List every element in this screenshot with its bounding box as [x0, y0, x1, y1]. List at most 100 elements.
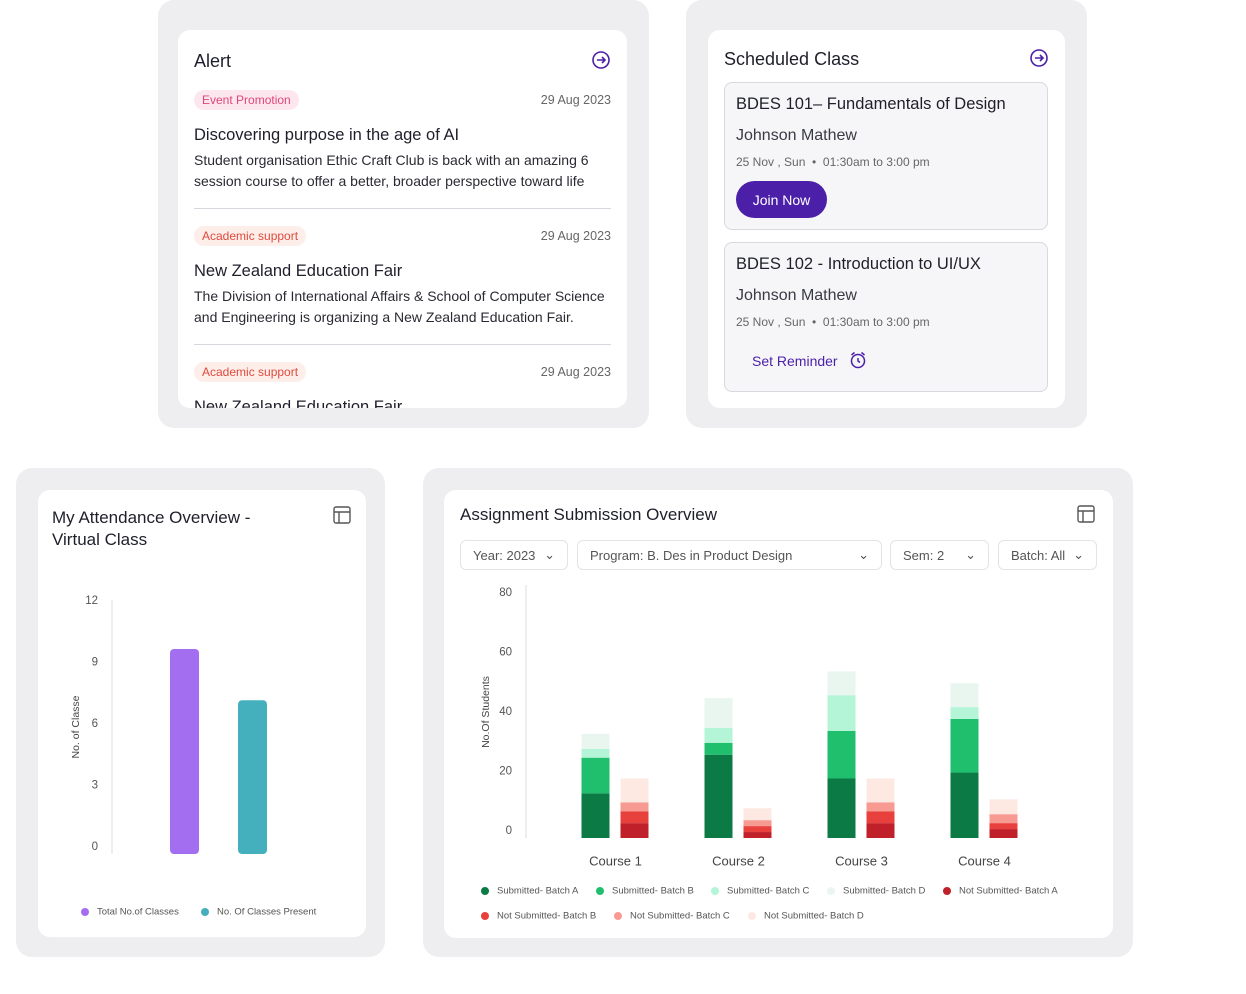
alert-item[interactable]: Academic support 29 Aug 2023 New Zealand … — [194, 362, 611, 408]
bar-segment — [950, 683, 979, 708]
y-tick-label: 6 — [92, 718, 98, 730]
legend-label: Submitted- Batch B — [612, 886, 694, 897]
bar-segment — [704, 698, 733, 728]
y-tick-label: 40 — [499, 706, 512, 718]
assignment-title: Assignment Submission Overview — [460, 505, 717, 524]
bar-segment — [704, 727, 733, 743]
chevron: ⌄ — [1073, 547, 1084, 562]
class-hours: 01:30am to 3:00 pm — [822, 315, 930, 329]
class-day: 25 Nov , Sun — [736, 315, 806, 329]
y-tick-label: 0 — [92, 841, 98, 853]
class-day: 25 Nov , Sun — [736, 155, 806, 169]
y-tick-label: 0 — [506, 825, 512, 837]
alert-item[interactable]: Academic support 29 Aug 2023 New Zealand … — [194, 226, 611, 345]
legend-label: Not Submitted- Batch C — [630, 911, 730, 922]
alarm-icon[interactable] — [849, 351, 867, 369]
alert-tag: Event Promotion — [194, 90, 299, 110]
bar-segment — [704, 742, 733, 755]
legend-label: Total No.of Classes — [97, 907, 179, 918]
schedule-card: Scheduled Class BDES 101– Fundamentals o… — [708, 30, 1065, 408]
legend-marker — [943, 887, 951, 895]
bar-segment — [581, 733, 610, 749]
y-tick-label: 80 — [499, 587, 512, 599]
bar-segment — [743, 820, 772, 827]
bar-segment — [950, 707, 979, 719]
filter-select[interactable]: Year: 2023 ⌄ — [460, 540, 568, 570]
alert-item-title: New Zealand Education Fair — [194, 398, 403, 408]
legend-marker — [81, 908, 89, 916]
alert-date: 29 Aug 2023 — [540, 93, 611, 107]
bar-segment — [704, 754, 733, 838]
class-instructor: Johnson Mathew — [736, 127, 857, 144]
table-icon[interactable] — [1077, 505, 1095, 523]
class-hours: 01:30am to 3:00 pm — [822, 155, 930, 169]
bar-segment — [866, 802, 895, 812]
legend-marker — [481, 912, 489, 920]
bar-segment — [620, 811, 649, 824]
alert-item[interactable]: Event Promotion 29 Aug 2023 Discovering p… — [194, 90, 611, 209]
legend-marker — [711, 887, 719, 895]
x-tick-label: Course 4 — [958, 853, 1011, 868]
bar-segment — [866, 823, 895, 838]
bar-segment — [581, 748, 610, 758]
alert-item-title: Discovering purpose in the age of AI — [194, 126, 460, 144]
alert-date: 29 Aug 2023 — [540, 229, 611, 243]
y-axis-label: No.Of Students — [480, 676, 492, 748]
y-tick-label: 12 — [85, 595, 98, 607]
class-card: BDES 102 - Introduction to UI/UX Johnson… — [724, 242, 1048, 392]
legend-marker — [201, 908, 209, 916]
bar-segment — [866, 811, 895, 824]
filter-select[interactable]: Batch: All ⌄ — [998, 540, 1097, 570]
legend-marker — [748, 912, 756, 920]
class-name: BDES 101– Fundamentals of Design — [736, 95, 1006, 113]
bar-segment — [827, 695, 856, 731]
legend-marker — [614, 912, 622, 920]
alert-title: Alert — [194, 51, 232, 71]
alert-item-title: New Zealand Education Fair — [194, 262, 403, 280]
alert-tag: Academic support — [194, 226, 307, 246]
alert-item-body: Student organisation Ethic Craft Club is… — [194, 152, 589, 189]
filter-text: Batch: All — [1011, 547, 1066, 563]
attendance-title: My Attendance Overview - Virtual Class — [52, 508, 251, 549]
legend-label: No. Of Classes Present — [217, 907, 317, 918]
attendance-card: My Attendance Overview - Virtual Class — [38, 490, 366, 937]
chevron: ⌄ — [965, 547, 976, 562]
legend-marker — [596, 887, 604, 895]
legend-label: Not Submitted- Batch A — [959, 886, 1058, 897]
alert-item-body: The Division of International Affairs & … — [194, 288, 605, 325]
filter-select[interactable]: Sem: 2 ⌄ — [890, 540, 989, 570]
open-icon[interactable] — [1030, 49, 1048, 67]
bar-segment — [743, 832, 772, 838]
class-card: BDES 101– Fundamentals of Design Johnson… — [724, 82, 1048, 230]
legend-label: Not Submitted- Batch D — [764, 911, 864, 922]
bar-segment — [581, 757, 610, 794]
alert-date: 29 Aug 2023 — [540, 365, 611, 379]
y-axis-label: No. of Classe — [70, 695, 82, 758]
bar-segment — [620, 802, 649, 812]
open-icon[interactable] — [592, 51, 610, 69]
reminder-button[interactable]: Set Reminder — [752, 353, 838, 369]
bar-segment — [950, 772, 979, 838]
bar — [238, 700, 267, 854]
schedule-title: Scheduled Class — [724, 49, 860, 69]
legend-label: Submitted- Batch C — [727, 886, 810, 897]
bar-segment — [743, 826, 772, 833]
filter-text: Program: B. Des in Product Design — [590, 547, 793, 563]
bar — [170, 649, 199, 854]
bar-segment — [950, 719, 979, 773]
legend-label: Submitted- Batch A — [497, 886, 579, 897]
join-button[interactable]: Join Now — [736, 181, 827, 218]
bar-segment — [743, 808, 772, 821]
bar-segment — [827, 671, 856, 696]
class-instructor: Johnson Mathew — [736, 287, 857, 304]
legend-marker — [827, 887, 835, 895]
bar-segment — [989, 829, 1018, 838]
bar-segment — [620, 778, 649, 803]
filter-select[interactable]: Program: B. Des in Product Design ⌄ — [577, 540, 882, 570]
class-name: BDES 102 - Introduction to UI/UX — [736, 255, 981, 273]
legend-label: Submitted- Batch D — [843, 886, 926, 897]
table-icon[interactable] — [333, 506, 351, 524]
x-tick-label: Course 2 — [712, 853, 765, 868]
bar-segment — [989, 814, 1018, 824]
